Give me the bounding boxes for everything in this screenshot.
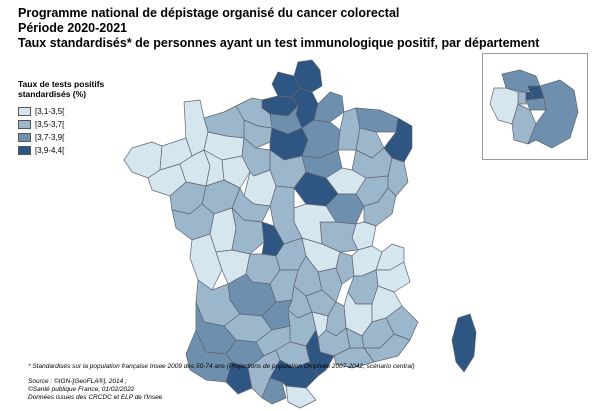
mainland-departments [123,59,419,409]
sources: Source : ©IGN-[GeoFLA®], 2014 ; ©Santé p… [28,378,162,402]
region-herault [305,329,335,377]
source-line: ©Santé publique France, 01/02/2022 [28,386,135,393]
legend-swatch [18,119,31,129]
footnote: * Standardisés sur la population françai… [28,363,415,370]
region-alpes-maritimes [385,305,419,341]
region-pyrenees-orientales [285,385,317,409]
ile-de-france-inset-map [489,69,579,149]
region-ariege [261,377,287,405]
title-line-2: Période 2020-2021 [18,21,128,35]
legend: Taux de tests positifs standardisés (%) … [18,79,148,157]
legend-swatch [18,145,31,155]
legend-label: [3,9-4,4[ [35,145,65,155]
region-charente-maritime [189,233,223,291]
title-block: Programme national de dépistage organisé… [18,6,588,51]
source-line: Données issues des CRCDC et ELP de l'Ins… [28,394,163,401]
legend-label: [3,1-3,5[ [35,106,65,116]
region-bouches-du-rhone [333,347,375,369]
legend-label: [3,5-3,7[ [35,119,65,129]
region-haut-rhin [387,157,409,197]
inset-frame [482,53,588,160]
legend-item: [3,7-3,9[ [18,131,148,143]
title-line-1: Programme national de dépistage organisé… [18,6,400,20]
legend-item: [3,9-4,4[ [18,144,148,156]
region-sarthe [221,155,251,189]
region-hautes-pyrenees [225,361,253,395]
legend-items: [3,1-3,5[ [3,5-3,7[ [3,7-3,9[ [3,9-4,4[ [18,105,148,156]
region-ardennes [313,91,345,123]
legend-item: [3,5-3,7[ [18,118,148,130]
region-vienne [231,207,265,255]
source-line: Source : ©IGN-[GeoFLA®], 2014 ; [28,378,127,385]
legend-swatch [18,106,31,116]
legend-item: [3,1-3,5[ [18,105,148,117]
region-corse [451,313,477,373]
region-loire [317,267,343,303]
legend-label: [3,7-3,9[ [35,132,65,142]
legend-swatch [18,132,31,142]
legend-title: Taux de tests positifs standardisés (%) [18,79,105,99]
inset-seine-et-marne [527,79,579,149]
title-line-3: Taux standardisés* de personnes ayant un… [18,36,540,50]
